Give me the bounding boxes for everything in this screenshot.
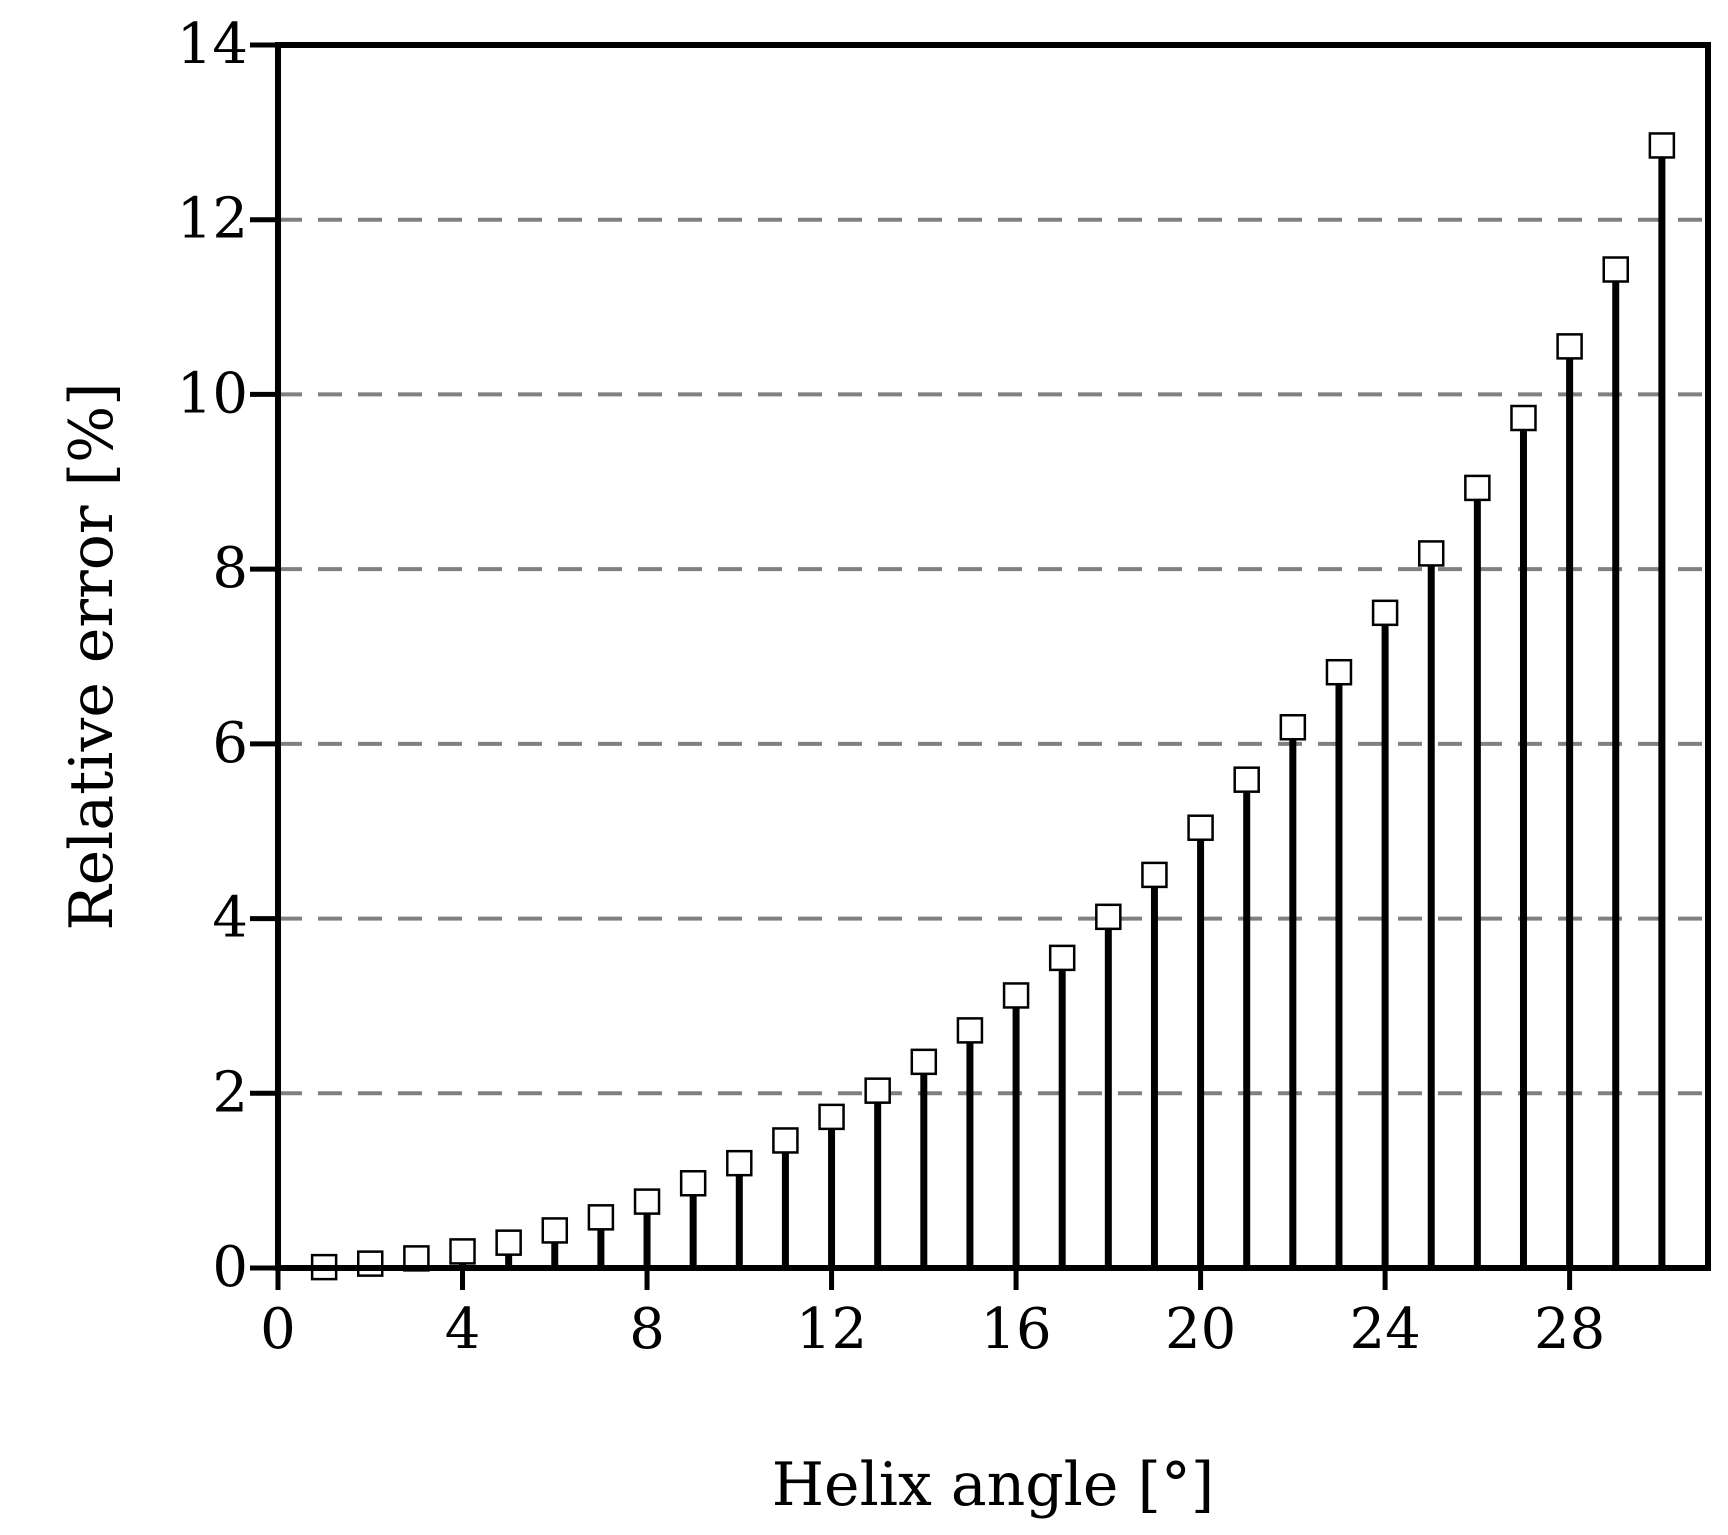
y-tick-label: 10 (177, 361, 248, 426)
marker-9 (679, 1170, 707, 1197)
y-tick-label: 6 (212, 711, 248, 776)
x-tick-label: 12 (796, 1297, 867, 1362)
marker-17 (1048, 944, 1076, 972)
marker-4 (449, 1238, 476, 1265)
marker-5 (495, 1229, 522, 1256)
marker-21 (1233, 766, 1260, 793)
marker-6 (541, 1217, 569, 1244)
marker-10 (726, 1149, 753, 1177)
marker-18 (1095, 903, 1122, 931)
marker-30 (1648, 132, 1676, 159)
y-tick-label: 0 (212, 1235, 248, 1300)
marker-19 (1141, 861, 1168, 889)
marker-26 (1464, 474, 1491, 502)
x-tick-label: 24 (1349, 1297, 1420, 1362)
y-tick-label: 14 (177, 12, 248, 77)
x-tick-label: 4 (445, 1297, 481, 1362)
x-tick-label: 28 (1534, 1297, 1605, 1362)
marker-23 (1325, 658, 1353, 686)
x-tick-label: 20 (1165, 1297, 1236, 1362)
marker-25 (1417, 540, 1445, 567)
marker-15 (956, 1017, 984, 1044)
marker-20 (1187, 814, 1214, 841)
marker-12 (818, 1103, 845, 1131)
y-tick-label: 8 (212, 536, 248, 601)
x-tick-label: 0 (260, 1297, 296, 1362)
marker-8 (633, 1188, 661, 1215)
y-tick-label: 12 (177, 187, 248, 252)
marker-28 (1556, 333, 1583, 360)
marker-22 (1279, 714, 1307, 741)
plot-frame (275, 42, 1711, 1271)
marker-27 (1510, 404, 1537, 432)
marker-13 (864, 1077, 891, 1104)
y-tick-label: 4 (212, 886, 248, 951)
marker-11 (772, 1127, 799, 1154)
y-axis-label: Relative error [%] (57, 383, 127, 931)
x-ticks: 0 4 8 12 16 20 24 28 (260, 1268, 1605, 1362)
marker-29 (1602, 256, 1629, 283)
marker-16 (1002, 982, 1030, 1009)
gridlines (278, 217, 1708, 1096)
x-axis-label: Helix angle [°] (772, 1450, 1215, 1520)
marker-14 (910, 1048, 938, 1076)
markers (310, 132, 1676, 1281)
x-tick-label: 16 (980, 1297, 1051, 1362)
x-tick-label: 8 (629, 1297, 665, 1362)
marker-2 (357, 1250, 384, 1277)
stems (320, 145, 1666, 1268)
marker-7 (587, 1204, 615, 1231)
y-ticks: 0 2 4 6 8 10 12 14 (177, 12, 278, 1300)
y-tick-label: 2 (212, 1060, 248, 1125)
marker-24 (1371, 599, 1399, 627)
